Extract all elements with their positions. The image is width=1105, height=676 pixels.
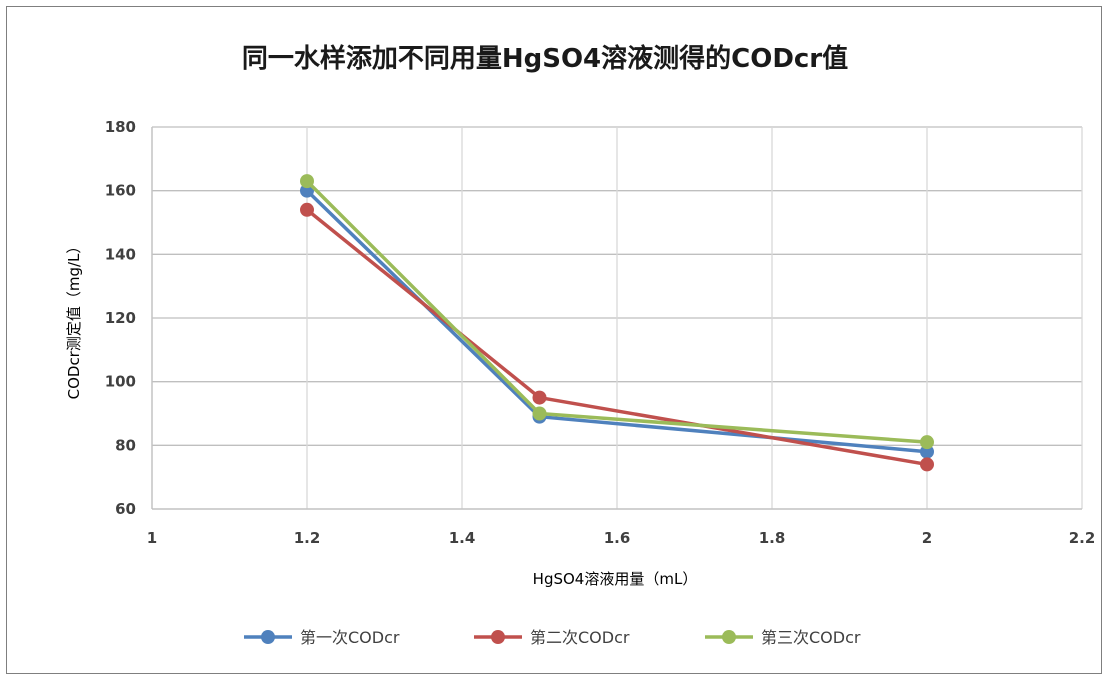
data-point bbox=[533, 407, 547, 421]
legend-marker bbox=[261, 630, 275, 644]
legend-item: 第三次CODcr bbox=[705, 628, 861, 647]
y-axis-title: CODcr测定值（mg/L） bbox=[65, 239, 83, 400]
legend-marker bbox=[722, 630, 736, 644]
legend-item: 第二次CODcr bbox=[474, 628, 630, 647]
y-tick-label: 80 bbox=[115, 436, 136, 454]
y-tick-label: 120 bbox=[105, 309, 136, 327]
legend-marker bbox=[491, 630, 505, 644]
data-point bbox=[920, 457, 934, 471]
data-point bbox=[533, 391, 547, 405]
x-tick-label: 1.8 bbox=[759, 529, 786, 547]
legend-label: 第一次CODcr bbox=[300, 628, 400, 647]
legend: 第一次CODcr 第二次CODcr 第三次CODcr bbox=[244, 628, 861, 647]
y-tick-label: 160 bbox=[105, 182, 136, 200]
x-tick-label: 1 bbox=[147, 529, 157, 547]
x-axis-title: HgSO4溶液用量（mL） bbox=[533, 570, 698, 588]
x-tick-label: 2.2 bbox=[1069, 529, 1096, 547]
tick-layer: 60 80 100 120 140 160 180 1 1.2 1.4 1.6 1.8 2 2.2 bbox=[105, 118, 1096, 547]
legend-label: 第三次CODcr bbox=[761, 628, 861, 647]
x-tick-label: 1.2 bbox=[294, 529, 321, 547]
y-tick-label: 100 bbox=[105, 373, 136, 391]
data-point bbox=[300, 203, 314, 217]
data-point bbox=[920, 435, 934, 449]
x-tick-label: 1.6 bbox=[604, 529, 631, 547]
legend-item: 第一次CODcr bbox=[244, 628, 400, 647]
y-tick-label: 140 bbox=[105, 245, 136, 263]
y-tick-label: 180 bbox=[105, 118, 136, 136]
y-tick-label: 60 bbox=[115, 500, 136, 518]
x-tick-label: 1.4 bbox=[449, 529, 476, 547]
chart-title: 同一水样添加不同用量HgSO4溶液测得的CODcr值 bbox=[242, 43, 848, 74]
legend-label: 第二次CODcr bbox=[530, 628, 630, 647]
grid-layer bbox=[152, 127, 1082, 509]
data-point bbox=[300, 174, 314, 188]
x-tick-label: 2 bbox=[922, 529, 932, 547]
